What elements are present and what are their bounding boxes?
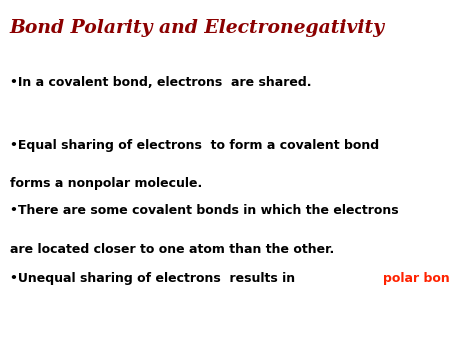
Text: are located closer to one atom than the other.: are located closer to one atom than the …: [10, 243, 334, 256]
Text: Bond Polarity and Electronegativity: Bond Polarity and Electronegativity: [10, 19, 385, 37]
Text: •Equal sharing of electrons  to form a covalent bond: •Equal sharing of electrons to form a co…: [10, 139, 379, 151]
Text: polar bonds.: polar bonds.: [383, 272, 450, 285]
Text: forms a nonpolar molecule.: forms a nonpolar molecule.: [10, 177, 202, 190]
Text: •In a covalent bond, electrons  are shared.: •In a covalent bond, electrons are share…: [10, 76, 311, 89]
Text: •Unequal sharing of electrons  results in: •Unequal sharing of electrons results in: [10, 272, 299, 285]
Text: •There are some covalent bonds in which the electrons: •There are some covalent bonds in which …: [10, 204, 399, 217]
